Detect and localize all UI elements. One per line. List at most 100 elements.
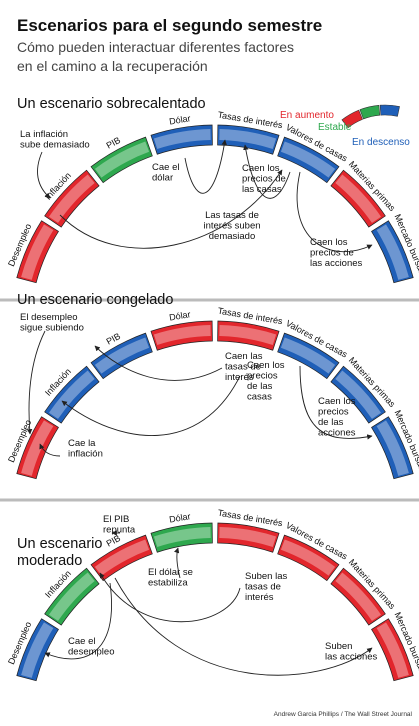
segment [90,332,153,380]
annotation: precios [247,371,278,382]
segment-shine [153,527,211,547]
annotation: Caen los [242,163,280,174]
annotation: La inflación [20,129,68,140]
annotation: repunta [103,525,136,536]
segment [44,365,100,424]
segment-shine [48,174,95,223]
scenario-panel: Un escenario congeladoDesempleoInflación… [6,292,419,480]
legend-swatch [379,104,400,117]
segment-label: Dólar [168,309,191,322]
segment-shine [153,129,211,149]
label: clave [350,0,374,3]
segment-shine [219,129,277,149]
annotation: precios [318,407,349,418]
arrow [243,144,291,199]
annotation: tasas de [245,582,281,593]
annotation: interés [245,592,274,603]
segment-shine [280,337,336,374]
arrow [39,443,61,457]
segment-label: Dólar [168,511,191,524]
segment-shine [280,141,336,178]
arrow [94,345,223,381]
segment-shine [219,527,277,547]
annotation: casas [247,392,272,403]
segment [217,320,280,351]
arrow [184,139,227,194]
segment-shine [376,622,409,678]
segment-shine [376,420,409,476]
annotation: Cae el [68,636,95,647]
annotation: Suben [325,641,352,652]
segment [277,332,340,380]
segment-shine [280,539,336,576]
title: Escenarios para el segundo semestre [17,16,322,35]
segment-shine [153,325,211,345]
segment-label: Dólar [168,113,191,126]
annotation: tasas de [225,362,261,373]
arrow [299,365,373,440]
annotation: desempleo [68,647,114,658]
annotation: El PIB [103,514,129,525]
annotation: precios de [310,248,354,259]
legend-swatch [341,109,363,129]
arrow [59,169,283,249]
legend-label: Estable [318,122,352,133]
segment-shine [335,370,382,419]
segment [44,567,100,626]
annotation: El dólar se [148,567,193,578]
segment [150,124,213,155]
segment [277,136,340,184]
segment [150,522,213,553]
segment-shine [94,337,150,374]
segment [90,136,153,184]
segment-shine [219,325,277,345]
segment-shine [94,539,150,576]
annotation: Suben las [245,571,288,582]
annotation: Caen los [310,237,348,248]
annotation: interés [225,372,254,383]
segment-shine [21,420,54,476]
segment [277,534,340,582]
annotation: Caen los [247,360,285,371]
annotation: Cae el [152,162,179,173]
annotation: acciones [318,428,356,439]
panel-title: Un escenario [17,536,102,552]
arrow [174,547,181,579]
segment [16,220,59,284]
annotation: interés suben [203,221,260,232]
legend-swatch [359,104,381,120]
annotation: Las tasas de [205,210,259,221]
segment [371,416,414,480]
segment [330,169,386,228]
annotation: Cae la [68,438,96,449]
segment-shine [21,622,54,678]
arrow [44,582,112,660]
panel-title: moderado [17,553,82,569]
annotation: las casas [242,184,282,195]
annotation: de las [318,417,344,428]
segment [371,220,414,284]
annotation: las acciones [310,258,363,269]
annotation: sigue subiendo [20,323,84,334]
segment-shine [335,174,382,223]
segment [16,618,59,682]
segment-shine [48,572,95,621]
annotation: precios de [242,174,286,185]
panel-title: Un escenario congelado [17,292,173,308]
annotation: dólar [152,173,173,184]
credit: Andrew Garcia Phillips / The Wall Street… [274,711,413,718]
arrow [37,151,51,199]
subtitle: en el camino a la recuperación [17,58,208,74]
segment [44,169,100,228]
segment-shine [48,370,95,419]
annotation: estabiliza [148,578,188,589]
segment [150,320,213,351]
scenario-panel: Un escenario sobrecalentadoDesempleoInfl… [6,96,419,284]
legend-label: En descenso [352,137,410,148]
segment [330,365,386,424]
annotation: demasiado [209,231,255,242]
legend-label: En aumento [280,110,334,121]
arrow [61,375,241,436]
panel-title: Un escenario sobrecalentado [17,96,206,112]
